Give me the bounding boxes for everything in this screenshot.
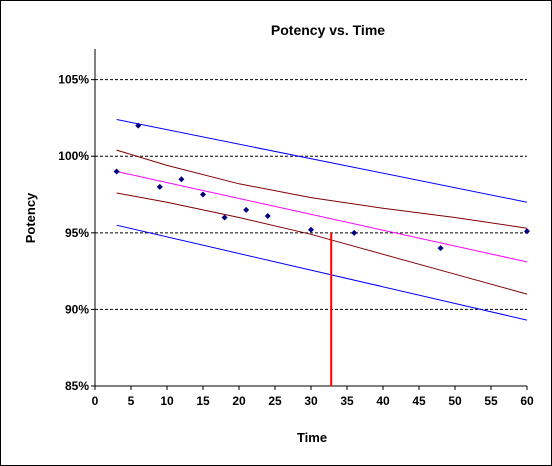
data-point-5 — [221, 214, 228, 221]
data-point-2 — [156, 183, 163, 190]
y-tick-label-1: 90% — [65, 302, 89, 316]
data-point-0 — [113, 168, 120, 175]
series-line-confidence-lower — [116, 192, 528, 295]
y-tick-labels: 85% 90% 95% 100% 105% — [58, 73, 89, 393]
data-points — [113, 122, 530, 252]
y-tick-label-2: 95% — [65, 226, 89, 240]
series-line-confidence-upper — [116, 149, 528, 229]
data-point-4 — [200, 191, 206, 198]
x-tick-label-0: 0 — [92, 394, 99, 408]
axes — [91, 49, 528, 390]
x-tick-label-5: 25 — [268, 394, 282, 408]
x-tick-label-7: 35 — [340, 394, 354, 408]
data-point-9 — [351, 229, 358, 236]
chart-title: Potency vs. Time — [271, 22, 385, 38]
y-tick-label-0: 85% — [65, 379, 89, 393]
x-tick-label-4: 20 — [232, 394, 246, 408]
x-tick-label-9: 45 — [412, 394, 426, 408]
x-tick-label-3: 15 — [196, 394, 210, 408]
gridlines — [95, 79, 527, 310]
series-lines — [116, 119, 528, 386]
x-tick-label-2: 10 — [160, 394, 174, 408]
y-axis-title: Potency — [23, 192, 38, 243]
y-tick-label-4: 105% — [58, 73, 89, 87]
data-point-1 — [135, 122, 142, 129]
series-line-prediction-upper — [116, 119, 528, 203]
series-line-prediction-lower — [116, 224, 528, 321]
x-tick-label-8: 40 — [376, 394, 390, 408]
x-tick-label-6: 30 — [304, 394, 318, 408]
x-tick-label-12: 60 — [520, 394, 534, 408]
data-point-8 — [308, 226, 314, 233]
x-tick-label-11: 55 — [484, 394, 498, 408]
data-point-6 — [243, 206, 250, 213]
x-tick-labels: 0 5 10 15 20 25 30 35 40 45 50 55 60 — [92, 394, 534, 408]
series-line-regression — [116, 171, 528, 263]
x-axis-title: Time — [297, 430, 327, 445]
data-point-10 — [437, 245, 444, 252]
data-point-3 — [178, 176, 185, 183]
x-tick-label-10: 50 — [448, 394, 462, 408]
data-point-11 — [524, 228, 530, 235]
data-point-7 — [264, 212, 271, 219]
x-tick-label-1: 5 — [128, 394, 135, 408]
y-tick-label-3: 100% — [58, 149, 89, 163]
